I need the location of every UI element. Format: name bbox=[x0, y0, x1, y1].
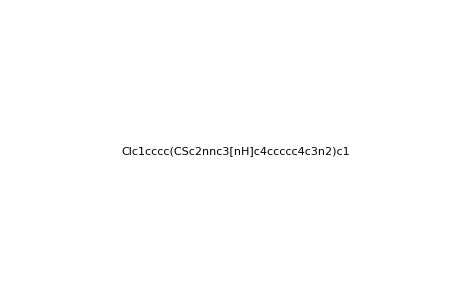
Text: Clc1cccc(CSc2nnc3[nH]c4ccccc4c3n2)c1: Clc1cccc(CSc2nnc3[nH]c4ccccc4c3n2)c1 bbox=[121, 146, 349, 157]
